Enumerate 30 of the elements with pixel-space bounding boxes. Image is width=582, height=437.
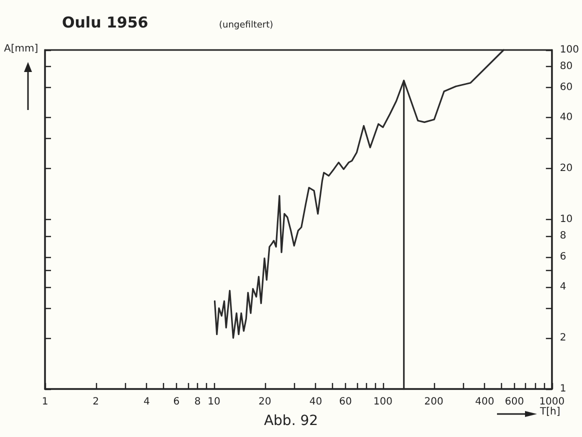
y-tick-label: 4 xyxy=(560,281,566,292)
y-tick-label: 10 xyxy=(560,214,573,225)
y-tick-label: 1 xyxy=(560,384,566,394)
x-tick-label: 6 xyxy=(173,396,180,408)
x-tick-label: 2 xyxy=(92,396,100,408)
y-tick-label: 6 xyxy=(560,252,566,263)
y-tick-label: 2 xyxy=(560,332,566,344)
chart-subtitle: (ungefiltert) xyxy=(219,20,274,30)
x-tick-label: 20 xyxy=(258,396,272,408)
x-axis-title: T[h] xyxy=(539,406,560,418)
x-tick-label: 8 xyxy=(194,396,201,408)
x-tick-label: 400 xyxy=(475,396,494,408)
y-axis-title: A[mm] xyxy=(4,44,38,54)
x-tick-label: 200 xyxy=(424,396,444,408)
x-tick-label: 4 xyxy=(144,396,150,408)
y-tick-label: 8 xyxy=(560,230,566,242)
caption: Abb. 92 xyxy=(264,413,318,429)
x-tick-label: 1000 xyxy=(539,396,565,408)
chart-title: Oulu 1956 xyxy=(62,14,148,32)
x-tick-label: 1 xyxy=(42,396,48,408)
y-tick-label: 60 xyxy=(560,82,573,94)
y-tick-label: 20 xyxy=(560,162,573,174)
x-tick-label: 60 xyxy=(339,396,352,408)
x-tick-label: 40 xyxy=(309,396,322,408)
x-tick-label: 100 xyxy=(373,396,392,408)
x-tick-label: 10 xyxy=(208,396,220,408)
y-tick-label: 100 xyxy=(560,44,580,56)
x-tick-label: 600 xyxy=(504,396,524,408)
y-tick-label: 80 xyxy=(560,60,573,72)
y-tick-label: 40 xyxy=(560,112,573,123)
